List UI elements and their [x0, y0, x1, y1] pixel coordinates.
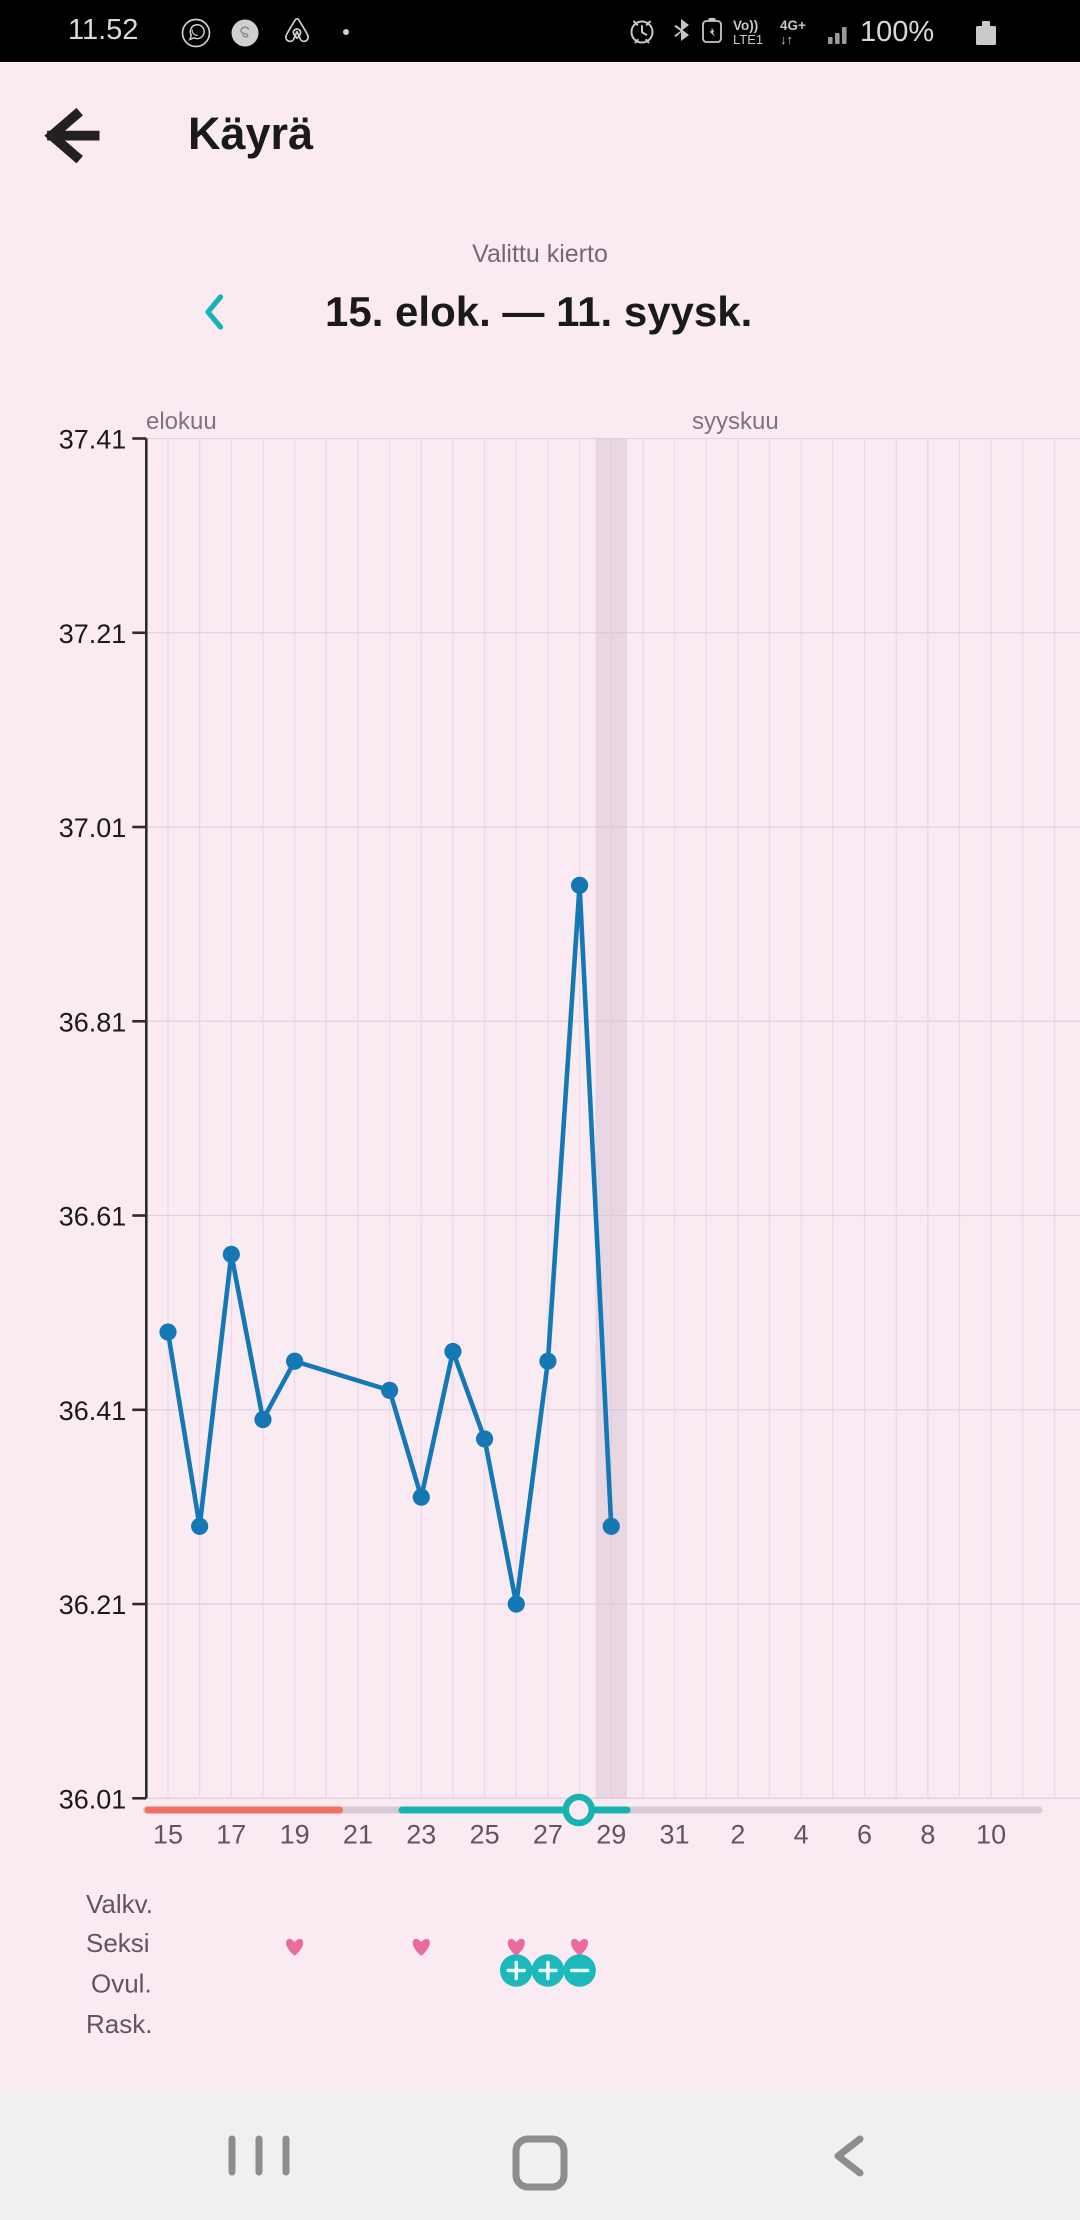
svg-text:Valkv.: Valkv. [86, 1889, 153, 1919]
svg-text:15: 15 [153, 1819, 183, 1849]
svg-text:29: 29 [596, 1819, 626, 1849]
svg-text:25: 25 [470, 1819, 500, 1849]
svg-text:6: 6 [857, 1819, 872, 1849]
svg-text:2: 2 [730, 1819, 745, 1849]
svg-text:Seksi: Seksi [86, 1928, 150, 1958]
svg-text:36.61: 36.61 [59, 1202, 127, 1232]
svg-text:Rask.: Rask. [86, 2009, 152, 2039]
svg-text:37.01: 37.01 [59, 813, 127, 843]
svg-text:37.41: 37.41 [59, 425, 127, 455]
svg-text:Ovul.: Ovul. [91, 1969, 152, 1999]
svg-text:27: 27 [533, 1819, 563, 1849]
svg-text:8: 8 [920, 1819, 935, 1849]
svg-text:19: 19 [280, 1819, 310, 1849]
svg-text:10: 10 [976, 1819, 1006, 1849]
svg-text:36.81: 36.81 [59, 1007, 127, 1037]
svg-text:36.41: 36.41 [59, 1396, 127, 1426]
svg-text:36.01: 36.01 [59, 1784, 127, 1814]
svg-text:36.21: 36.21 [59, 1590, 127, 1620]
svg-text:23: 23 [406, 1819, 436, 1849]
svg-text:31: 31 [660, 1819, 690, 1849]
svg-text:17: 17 [216, 1819, 246, 1849]
svg-text:37.21: 37.21 [59, 619, 127, 649]
svg-text:21: 21 [343, 1819, 373, 1849]
svg-text:4: 4 [794, 1819, 809, 1849]
